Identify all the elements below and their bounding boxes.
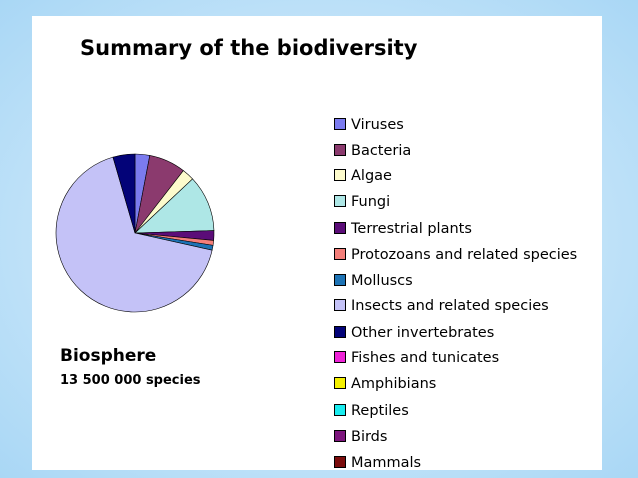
legend-item-mammals: Mammals: [334, 454, 421, 472]
legend-swatch: [334, 429, 346, 442]
legend-label: Molluscs: [351, 273, 413, 289]
legend-item-molluscs: Molluscs: [334, 272, 413, 290]
biosphere-label: Biosphere: [60, 346, 157, 366]
legend-item-fishes-and-tunicates: Fishes and tunicates: [334, 349, 499, 367]
legend-swatch: [334, 117, 346, 130]
legend-item-insects-and-related-species: Insects and related species: [334, 297, 549, 315]
legend-item-birds: Birds: [334, 428, 387, 446]
legend-label: Other invertebrates: [351, 325, 495, 341]
legend-label: Fishes and tunicates: [351, 350, 500, 366]
legend-label: Terrestrial plants: [351, 221, 472, 237]
legend-swatch: [334, 194, 346, 207]
legend-swatch: [334, 298, 346, 311]
legend-label: Fungi: [351, 194, 391, 210]
legend-item-protozoans-and-related-species: Protozoans and related species: [334, 246, 577, 264]
pie-chart: [55, 153, 215, 313]
legend-item-amphibians: Amphibians: [334, 375, 436, 393]
slide-panel: Summary of the biodiversity Biosphere 13…: [32, 16, 602, 472]
legend-swatch: [334, 168, 346, 181]
legend-swatch: [334, 221, 346, 234]
legend-item-bacteria: Bacteria: [334, 142, 411, 160]
legend-swatch: [334, 247, 346, 260]
legend-swatch: [334, 455, 346, 468]
legend-item-algae: Algae: [334, 167, 392, 185]
legend-label: Protozoans and related species: [351, 247, 578, 263]
legend-item-other-invertebrates: Other invertebrates: [334, 324, 494, 342]
pie-slice-insects-and-related-species: [55, 156, 213, 313]
legend-label: Insects and related species: [351, 298, 549, 314]
legend-item-terrestrial-plants: Terrestrial plants: [334, 220, 472, 238]
legend-label: Birds: [351, 429, 388, 445]
legend-swatch: [334, 273, 346, 286]
legend-label: Bacteria: [351, 143, 412, 159]
legend-item-viruses: Viruses: [334, 116, 404, 134]
legend-label: Reptiles: [351, 403, 409, 419]
legend-label: Algae: [351, 168, 392, 184]
legend-swatch: [334, 376, 346, 389]
legend-item-fungi: Fungi: [334, 193, 390, 211]
pie-slice-other-invertebrates: [112, 153, 136, 234]
legend-item-reptiles: Reptiles: [334, 402, 409, 420]
chart-title: Summary of the biodiversity: [80, 36, 418, 60]
legend-swatch: [334, 403, 346, 416]
legend-swatch: [334, 143, 346, 156]
legend-swatch: [334, 350, 346, 363]
legend-label: Amphibians: [351, 376, 437, 392]
legend-label: Viruses: [351, 117, 404, 133]
legend-swatch: [334, 325, 346, 338]
legend-label: Mammals: [351, 455, 422, 471]
species-count-label: 13 500 000 species: [60, 373, 201, 388]
